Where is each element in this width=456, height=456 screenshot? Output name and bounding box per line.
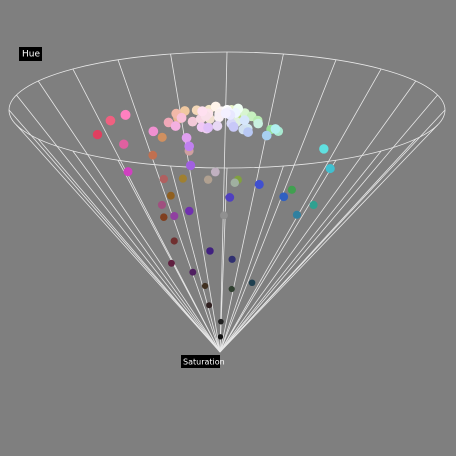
point xyxy=(176,112,187,123)
cone-wireframe xyxy=(8,51,446,353)
point xyxy=(178,174,187,183)
cone-edge xyxy=(219,59,337,353)
point xyxy=(217,334,224,340)
point xyxy=(212,121,223,131)
point xyxy=(157,132,167,142)
point xyxy=(228,255,236,263)
point xyxy=(228,121,239,132)
point xyxy=(185,160,196,171)
point xyxy=(270,124,281,134)
point xyxy=(203,122,214,133)
cone-edge xyxy=(219,53,284,353)
point xyxy=(105,115,116,126)
point xyxy=(203,175,213,184)
cone-edge xyxy=(16,124,221,353)
point xyxy=(206,302,213,309)
point xyxy=(254,179,264,189)
point xyxy=(220,211,228,220)
points xyxy=(92,101,335,340)
cone-edge xyxy=(170,165,221,353)
point xyxy=(197,106,208,117)
point xyxy=(225,193,235,202)
cone-edge xyxy=(219,68,382,353)
point xyxy=(253,118,264,129)
point xyxy=(159,174,169,184)
cone-edge xyxy=(37,80,221,353)
point xyxy=(243,127,253,137)
cone-edge xyxy=(219,124,438,353)
cone-edge xyxy=(16,94,221,353)
point xyxy=(309,200,318,210)
cone-edge xyxy=(219,51,228,353)
point xyxy=(218,318,224,325)
point xyxy=(170,121,181,131)
point xyxy=(248,279,256,287)
hue-label-bg xyxy=(19,47,42,61)
point xyxy=(292,210,301,219)
cone-edge xyxy=(219,150,382,353)
point xyxy=(187,116,198,127)
point xyxy=(123,167,133,177)
point xyxy=(319,144,329,154)
point xyxy=(201,282,209,290)
cone-edge xyxy=(72,150,221,353)
point xyxy=(184,141,195,152)
point xyxy=(287,185,296,194)
saturation-label-bg xyxy=(181,355,220,368)
point xyxy=(119,139,129,149)
point xyxy=(92,129,103,140)
point xyxy=(181,133,192,143)
cone-edge xyxy=(219,94,438,353)
cone-edge xyxy=(219,160,337,353)
cone-edge xyxy=(37,138,221,353)
point xyxy=(160,213,168,221)
point xyxy=(230,178,240,187)
cone-edge xyxy=(219,165,284,353)
point xyxy=(185,206,194,216)
point xyxy=(148,126,159,137)
point xyxy=(148,150,158,160)
point xyxy=(325,164,335,174)
point xyxy=(228,285,235,293)
point xyxy=(189,268,197,276)
saturation-label: Saturation xyxy=(183,358,225,367)
hue-label: Hue xyxy=(22,50,40,60)
cone-edge xyxy=(8,109,221,353)
point xyxy=(170,237,178,245)
point xyxy=(261,130,272,141)
point xyxy=(168,259,175,267)
cone-edge xyxy=(219,138,417,353)
point xyxy=(170,211,179,221)
point xyxy=(166,191,175,200)
cone-edge xyxy=(219,80,417,353)
point xyxy=(120,109,131,120)
point xyxy=(157,200,167,209)
cone-edge xyxy=(117,59,221,353)
point xyxy=(239,115,250,126)
point xyxy=(279,192,289,202)
point xyxy=(210,167,220,177)
cone-edge xyxy=(72,68,221,353)
cone-edge xyxy=(170,53,221,353)
point xyxy=(206,247,214,255)
point xyxy=(220,108,231,119)
